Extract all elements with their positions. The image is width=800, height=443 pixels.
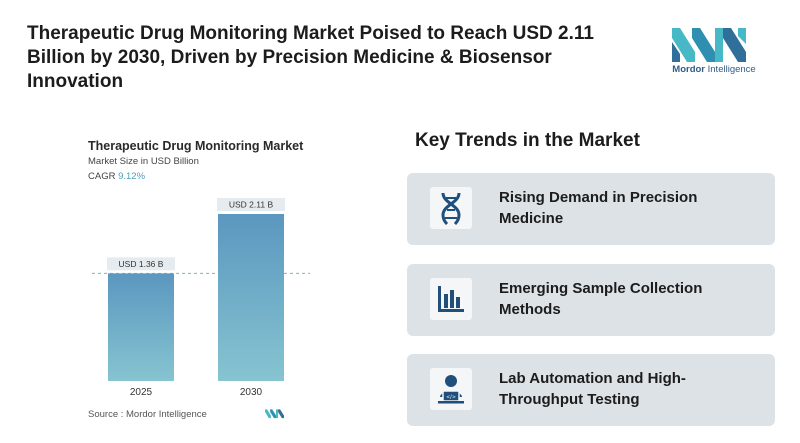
- bar-2030: [218, 214, 284, 381]
- x-tick-label: 2030: [240, 387, 263, 398]
- chart-title: Therapeutic Drug Monitoring Market: [88, 139, 304, 153]
- x-tick-label: 2025: [130, 387, 153, 398]
- trends-title: Key Trends in the Market: [415, 130, 640, 151]
- trend-card-precision-medicine: Rising Demand in Precision Medicine: [407, 173, 775, 245]
- trend-card-lab-automation: </> Lab Automation and High-Throughput T…: [407, 354, 775, 426]
- mordor-intelligence-logo: Mordor Intelligence: [668, 22, 756, 82]
- bar-chart: USD 1.36 B 2025 USD 2.11 B 2030: [92, 198, 310, 398]
- dna-icon: [441, 192, 461, 225]
- logo-brand-rest: Intelligence: [705, 64, 756, 75]
- source-logo-icon: [265, 409, 284, 419]
- logo-brand: Mordor: [672, 64, 705, 75]
- chart-cagr: CAGR 9.12%: [88, 171, 145, 182]
- bar-2025: [108, 273, 174, 381]
- value-label: USD 1.36 B: [119, 259, 164, 269]
- value-label-bg: [107, 257, 175, 271]
- chart-source: Source : Mordor Intelligence: [88, 409, 207, 420]
- trend-label: Rising Demand in Precision Medicine: [499, 189, 698, 227]
- bar-chart-icon: [438, 286, 464, 312]
- trend-label: Emerging Sample Collection Methods: [499, 280, 703, 318]
- trend-card-sample-collection: Emerging Sample Collection Methods: [407, 264, 775, 336]
- cagr-value: 9.12%: [118, 171, 146, 182]
- page-headline: Therapeutic Drug Monitoring Market Poise…: [27, 23, 594, 92]
- svg-text:</>: </>: [446, 395, 456, 401]
- value-label-bg: [217, 198, 285, 211]
- logo-mark-icon: [672, 28, 746, 62]
- person-laptop-icon: </>: [438, 375, 464, 404]
- value-label: USD 2.11 B: [229, 200, 274, 210]
- chart-subtitle: Market Size in USD Billion: [88, 156, 199, 167]
- cagr-label: CAGR: [88, 171, 116, 182]
- trend-label: Lab Automation and High-Throughput Testi…: [499, 370, 686, 408]
